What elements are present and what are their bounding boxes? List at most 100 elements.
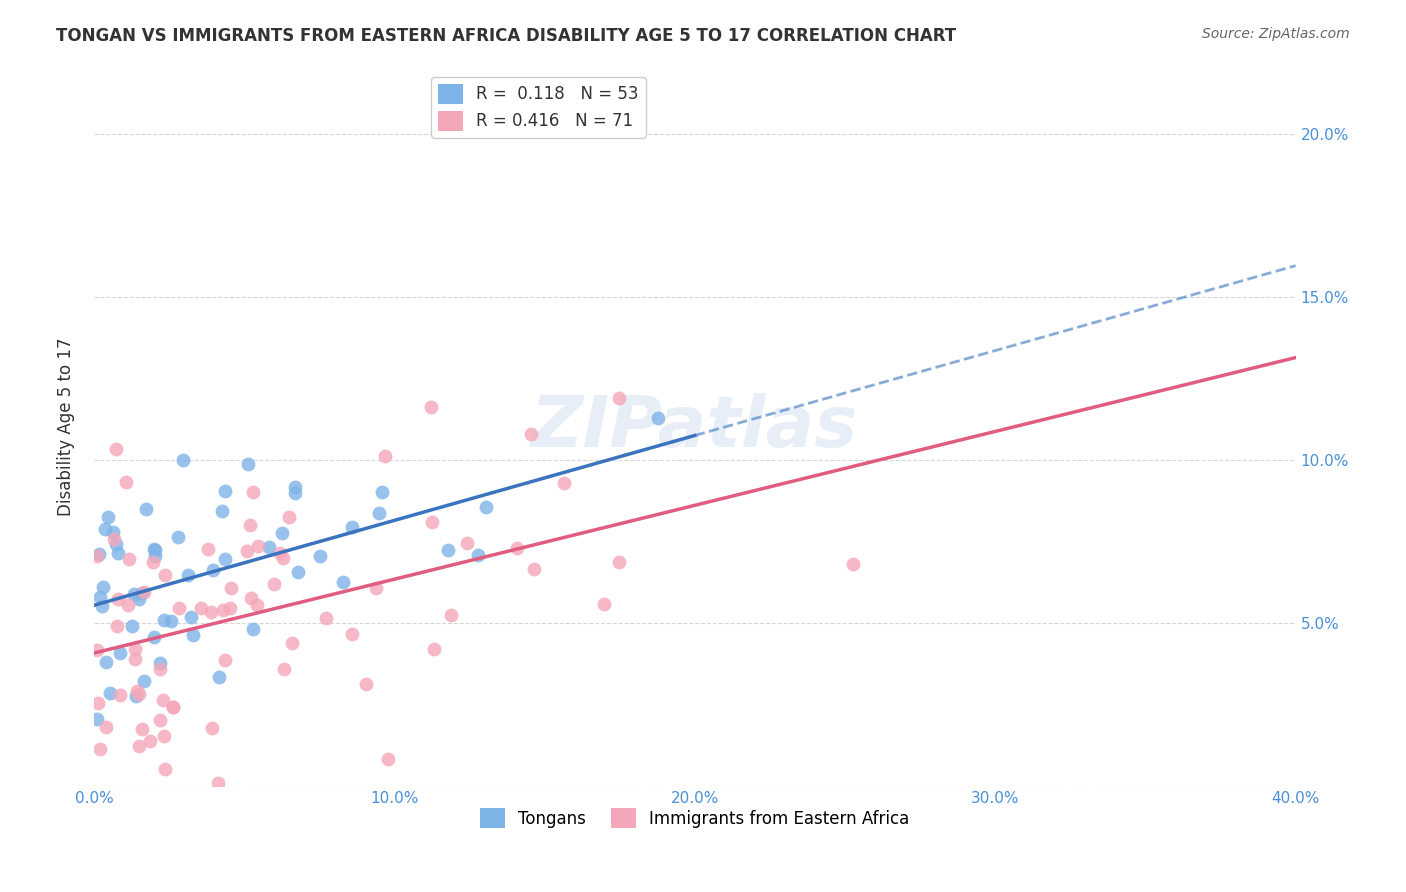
Point <box>117 598 139 612</box>
Point <box>420 515 443 529</box>
Point <box>374 449 396 463</box>
Point <box>90 599 112 613</box>
Point <box>368 506 391 520</box>
Point <box>110 646 132 660</box>
Point <box>211 503 233 517</box>
Point <box>366 581 388 595</box>
Text: Source: ZipAtlas.com: Source: ZipAtlas.com <box>1202 27 1350 41</box>
Point <box>218 600 240 615</box>
Point <box>86 643 108 657</box>
Point <box>200 605 222 619</box>
Point <box>87 547 110 561</box>
Point <box>208 670 231 684</box>
Point <box>440 608 463 623</box>
Point <box>242 484 264 499</box>
Point <box>153 729 176 743</box>
Point <box>91 580 114 594</box>
Point <box>121 618 143 632</box>
Point <box>456 536 478 550</box>
Point <box>107 546 129 560</box>
Point <box>122 587 145 601</box>
Point <box>214 653 236 667</box>
Point <box>273 662 295 676</box>
Point <box>309 549 332 563</box>
Legend: Tongans, Immigrants from Eastern Africa: Tongans, Immigrants from Eastern Africa <box>474 801 917 835</box>
Point <box>143 543 166 558</box>
Point <box>89 741 111 756</box>
Point <box>553 476 575 491</box>
Point <box>340 520 363 534</box>
Point <box>167 530 190 544</box>
Point <box>152 613 174 627</box>
Point <box>842 557 865 571</box>
Point <box>505 541 527 555</box>
Point <box>180 610 202 624</box>
Point <box>172 453 194 467</box>
Point <box>197 542 219 557</box>
Point <box>162 700 184 714</box>
Point <box>263 577 285 591</box>
Text: ZIPatlas: ZIPatlas <box>531 392 859 462</box>
Text: TONGAN VS IMMIGRANTS FROM EASTERN AFRICA DISABILITY AGE 5 TO 17 CORRELATION CHAR: TONGAN VS IMMIGRANTS FROM EASTERN AFRICA… <box>56 27 956 45</box>
Point <box>143 630 166 644</box>
Point <box>94 655 117 669</box>
Point <box>134 673 156 688</box>
Point <box>190 601 212 615</box>
Point <box>96 720 118 734</box>
Point <box>131 722 153 736</box>
Point <box>278 509 301 524</box>
Point <box>377 752 399 766</box>
Point <box>281 636 304 650</box>
Point <box>124 641 146 656</box>
Point <box>201 721 224 735</box>
Point <box>139 733 162 747</box>
Point <box>155 568 177 582</box>
Point <box>239 591 262 606</box>
Point <box>315 611 337 625</box>
Point <box>236 457 259 471</box>
Point <box>520 426 543 441</box>
Point <box>131 586 153 600</box>
Point <box>107 619 129 633</box>
Point <box>135 502 157 516</box>
Point <box>371 484 394 499</box>
Point <box>423 642 446 657</box>
Point <box>523 561 546 575</box>
Point <box>467 549 489 563</box>
Point <box>132 585 155 599</box>
Point <box>149 713 172 727</box>
Point <box>607 392 630 406</box>
Point <box>474 500 496 515</box>
Point <box>149 662 172 676</box>
Point <box>332 574 354 589</box>
Point <box>236 543 259 558</box>
Point <box>125 689 148 703</box>
Point <box>177 567 200 582</box>
Point <box>89 590 111 604</box>
Point <box>181 628 204 642</box>
Point <box>160 614 183 628</box>
Point <box>128 739 150 754</box>
Point <box>270 525 292 540</box>
Point <box>143 549 166 563</box>
Point <box>207 775 229 789</box>
Point <box>98 686 121 700</box>
Point <box>247 539 270 553</box>
Point <box>105 442 128 457</box>
Point <box>103 533 125 547</box>
Point <box>287 565 309 579</box>
Point <box>128 687 150 701</box>
Point <box>87 696 110 710</box>
Point <box>354 677 377 691</box>
Point <box>149 656 172 670</box>
Point <box>105 537 128 551</box>
Point <box>212 603 235 617</box>
Point <box>86 549 108 563</box>
Point <box>107 591 129 606</box>
Point <box>155 762 177 776</box>
Point <box>103 524 125 539</box>
Point <box>108 688 131 702</box>
Point <box>93 522 115 536</box>
Point <box>269 546 291 560</box>
Point <box>284 486 307 500</box>
